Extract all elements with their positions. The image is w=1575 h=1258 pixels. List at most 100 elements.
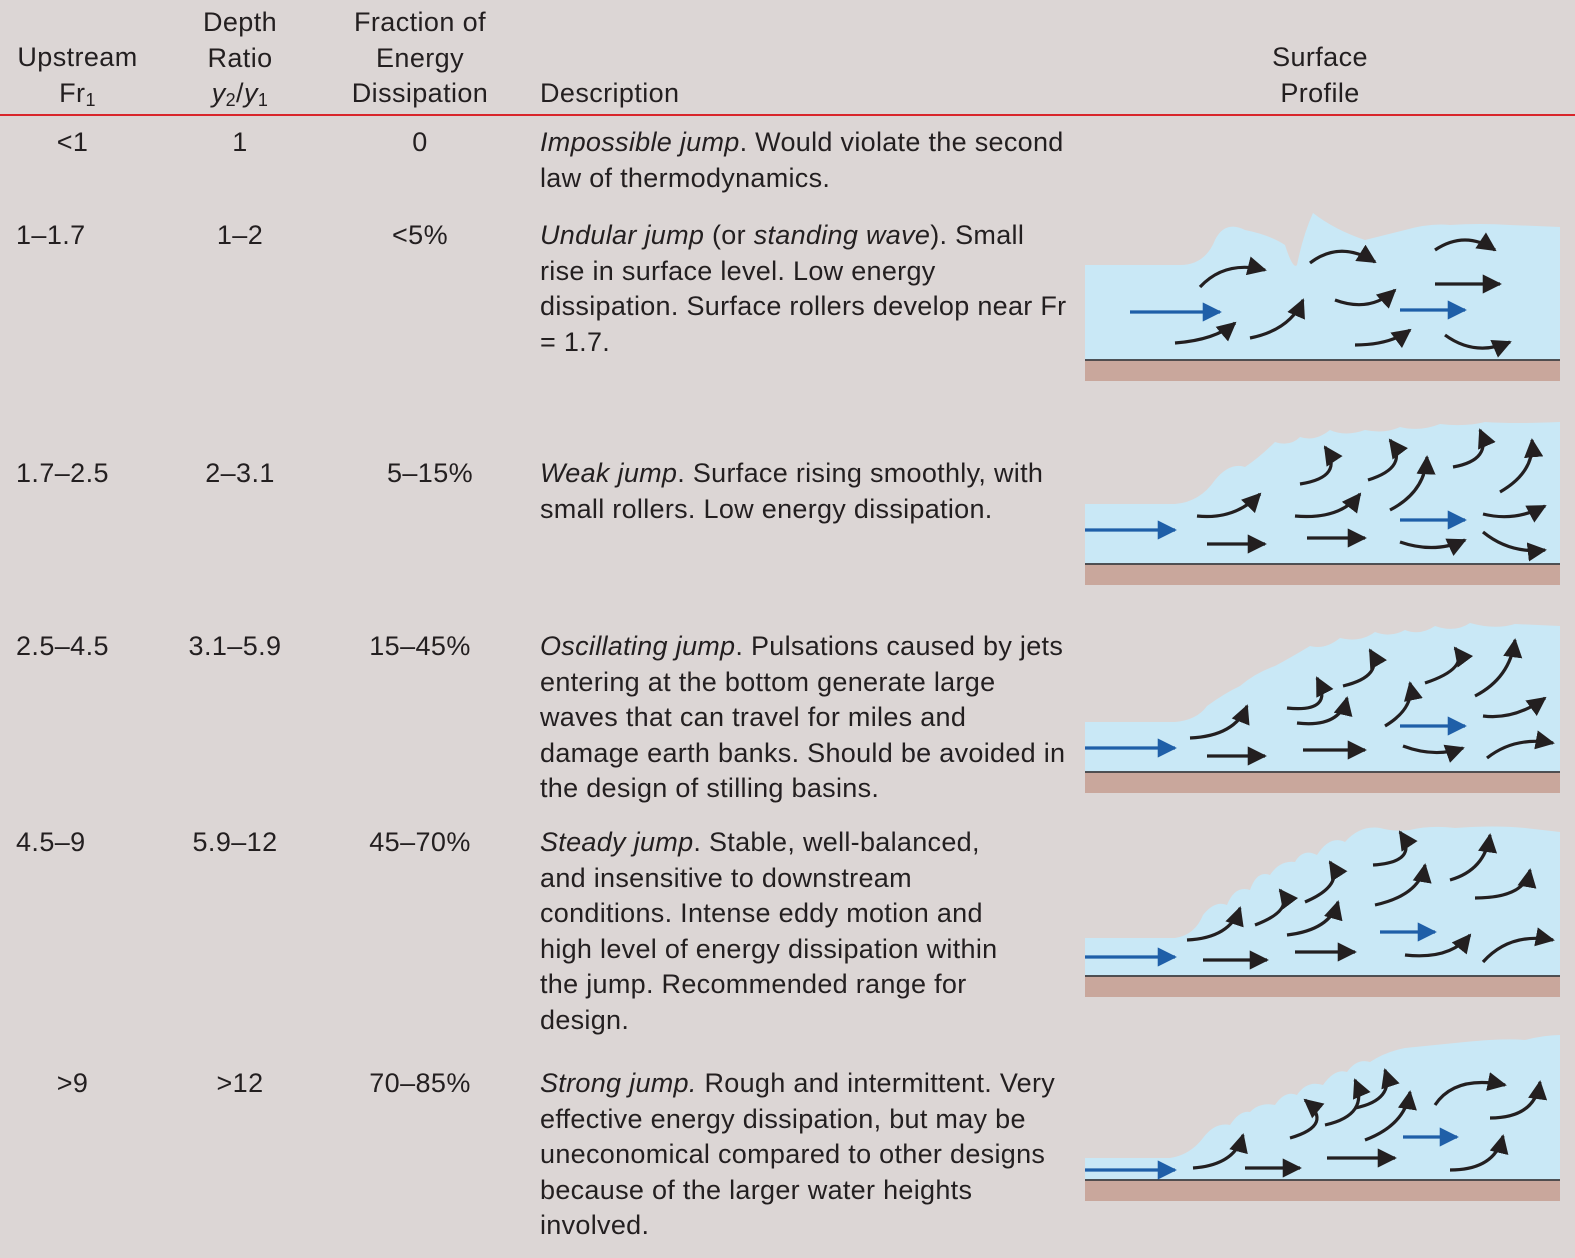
black-arrow-icon	[1486, 730, 1555, 760]
header-fr-line2: Fr1	[10, 76, 145, 112]
row-4-desc-italic: Oscillating jump	[540, 631, 736, 661]
black-arrow-icon	[1186, 906, 1244, 942]
row-3-desc-italic: Weak jump	[540, 458, 678, 488]
row-1-description: Impossible jump. Would violate the secon…	[540, 125, 1070, 196]
water-body	[1085, 422, 1560, 564]
black-arrow-icon	[1482, 504, 1547, 523]
header-energy-line3: Dissipation	[351, 78, 489, 108]
row-2-ratio: 1–2	[216, 220, 264, 250]
row-5-description: Steady jump. Stable, well-balanced, and …	[540, 825, 1030, 1038]
header-profile-line1: Surface	[1272, 42, 1368, 72]
channel-bed	[1085, 565, 1560, 585]
black-arrow-icon	[1372, 830, 1418, 867]
black-arrow-icon	[1354, 1068, 1400, 1110]
profile-strong-jump	[1085, 1035, 1560, 1201]
row-4-energy: 15–45%	[369, 631, 471, 661]
row-5-desc-rest: . Stable, well-balanced, and insensitive…	[540, 827, 998, 1035]
black-arrow-icon	[1364, 1090, 1417, 1142]
black-arrow-icon	[1452, 428, 1496, 469]
header-description: Description	[540, 78, 680, 108]
black-arrow-icon	[1389, 455, 1436, 512]
black-arrow-icon	[1299, 445, 1343, 486]
black-arrow-icon	[1489, 1080, 1548, 1120]
black-arrow-icon	[1354, 328, 1412, 349]
row-5-fr: 4.5–9	[16, 827, 86, 857]
profile-weak-jump	[1085, 422, 1560, 585]
header-ratio-line1: Depth	[202, 7, 278, 37]
row-5-ratio: 5.9–12	[192, 827, 278, 857]
header-surface-profile: Surface Profile	[1240, 40, 1400, 111]
row-4-description: Oscillating jump. Pulsations caused by j…	[540, 629, 1070, 807]
row-3-fr: 1.7–2.5	[16, 458, 109, 488]
black-arrow-icon	[1434, 232, 1497, 252]
row-3-description: Weak jump. Surface rising smoothly, with…	[540, 456, 1070, 527]
row-6-fr: >9	[56, 1068, 89, 1098]
row-2-desc-mid: (or	[704, 220, 754, 250]
black-arrow-icon	[1402, 744, 1465, 763]
black-arrow-icon	[1296, 696, 1353, 726]
row-4-fr: 2.5–4.5	[16, 631, 109, 661]
header-energy-line2: Energy	[376, 42, 464, 73]
row-2-description: Undular jump (or standing wave). Small r…	[540, 218, 1070, 360]
black-arrow-icon	[1334, 288, 1397, 309]
row-1-desc-rest: . Would violate the second law of thermo…	[540, 127, 1064, 193]
row-3-desc-rest: . Surface rising smoothly, with small ro…	[540, 458, 1044, 524]
header-divider	[0, 114, 1575, 116]
black-arrow-icon	[1254, 888, 1299, 927]
header-fr-symbol: Fr	[59, 77, 86, 108]
row-1-desc-italic: Impossible jump	[540, 127, 740, 157]
black-arrow-icon	[1424, 646, 1474, 685]
row-1-fr: <1	[56, 127, 89, 157]
black-arrow-icon	[1481, 530, 1547, 562]
header-ratio-y2-sub: 2	[225, 90, 237, 110]
black-arrow-icon	[1474, 638, 1523, 698]
header-ratio-slash: /	[236, 78, 244, 108]
row-2-desc-italic: Undular jump	[540, 220, 705, 250]
black-arrow-icon	[1374, 863, 1432, 907]
black-arrow-icon	[1499, 438, 1544, 494]
black-arrow-icon	[1249, 298, 1305, 340]
black-arrow-icon	[1192, 1133, 1248, 1170]
row-4-desc-rest: . Pulsations caused by jets entering at …	[540, 631, 1066, 803]
row-2-fr: 1–1.7	[16, 220, 86, 250]
header-ratio-y1-sub: 1	[257, 90, 269, 110]
header-ratio-y2: y	[211, 78, 226, 108]
profile-oscillating-jump	[1085, 623, 1560, 793]
black-arrow-icon	[1399, 538, 1467, 557]
row-6-ratio: >12	[216, 1068, 264, 1098]
header-fr-subscript: 1	[85, 89, 96, 110]
header-energy-line1: Fraction of	[354, 7, 486, 37]
black-arrow-icon	[1294, 492, 1362, 519]
header-ratio-line2: Ratio	[207, 42, 273, 73]
header-upstream-fr: Upstream Fr1	[10, 40, 145, 111]
header-fr-line1: Upstream	[17, 42, 138, 72]
black-arrow-icon	[1289, 1098, 1325, 1140]
channel-bed	[1085, 773, 1560, 793]
header-ratio-formula: y2/y1	[170, 76, 310, 112]
black-arrow-icon	[1444, 333, 1512, 358]
black-arrow-icon	[1304, 860, 1348, 904]
row-4-ratio: 3.1–5.9	[188, 631, 282, 661]
channel-bed	[1085, 977, 1560, 997]
row-6-desc-italic: Strong jump.	[540, 1068, 697, 1098]
row-3-ratio: 2–3.1	[205, 458, 275, 488]
row-5-desc-italic: Steady jump	[540, 827, 694, 857]
channel-bed	[1085, 361, 1560, 381]
row-2-desc-rest: ). Small rise in surface level. Low ener…	[540, 220, 1067, 357]
row-2-energy: <5%	[392, 220, 448, 250]
row-1-ratio: 1	[232, 127, 248, 157]
black-arrow-icon	[1286, 676, 1334, 711]
row-6-energy: 70–85%	[369, 1068, 471, 1098]
black-arrow-icon	[1198, 256, 1267, 289]
header-profile-line2: Profile	[1280, 77, 1360, 108]
row-1-energy: 0	[412, 127, 428, 157]
black-arrow-icon	[1367, 438, 1408, 482]
black-arrow-icon	[1474, 868, 1537, 900]
black-arrow-icon	[1449, 833, 1498, 882]
row-6-desc-rest: Rough and intermittent. Very effective e…	[540, 1068, 1056, 1240]
header-depth-ratio: Depth Ratio y2/y1	[170, 5, 310, 112]
header-ratio-y1: y	[243, 78, 258, 108]
row-2-desc-italic2: standing wave	[753, 220, 931, 250]
row-3-energy: 5–15%	[386, 458, 474, 488]
water-body	[1085, 213, 1560, 360]
